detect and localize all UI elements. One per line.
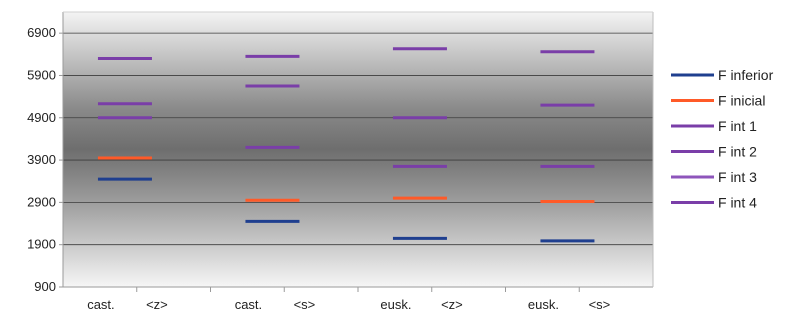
legend-label: F inferior: [718, 67, 774, 83]
gridlines: [63, 32, 653, 246]
y-tick-label: 6900: [27, 25, 56, 40]
x-tick-label-language: eusk.: [528, 297, 559, 312]
y-tick-label: 3900: [27, 152, 56, 167]
legend-label: F int 4: [718, 195, 757, 211]
x-tick-label-sound: <s>: [589, 297, 611, 312]
x-tick-label-sound: <z>: [441, 297, 463, 312]
data-marks: [97, 47, 595, 243]
y-tick-label: 1900: [27, 237, 56, 252]
legend-label: F inicial: [718, 93, 765, 109]
x-tick-label-sound: <s>: [294, 297, 316, 312]
x-tick-label-language: cast.: [235, 297, 262, 312]
legend: F inferior F inicial F int 1 F int 2 F int 3…: [671, 67, 774, 211]
y-axis-tick-labels: 900 1900 2900 3900 4900 5900 6900: [27, 25, 63, 294]
x-tick-label-language: eusk.: [380, 297, 411, 312]
legend-label: F int 1: [718, 118, 757, 134]
y-tick-label: 4900: [27, 110, 56, 125]
y-tick-label: 900: [34, 279, 56, 294]
x-tick-label-language: cast.: [87, 297, 114, 312]
legend-label: F int 3: [718, 169, 757, 185]
y-tick-label: 5900: [27, 67, 56, 82]
x-tick-label-sound: <z>: [146, 297, 168, 312]
x-axis-tick-labels: cast. <z> cast. <s> eusk. <z> eusk. <s>: [87, 287, 610, 312]
legend-label: F int 2: [718, 144, 757, 160]
y-tick-label: 2900: [27, 194, 56, 209]
